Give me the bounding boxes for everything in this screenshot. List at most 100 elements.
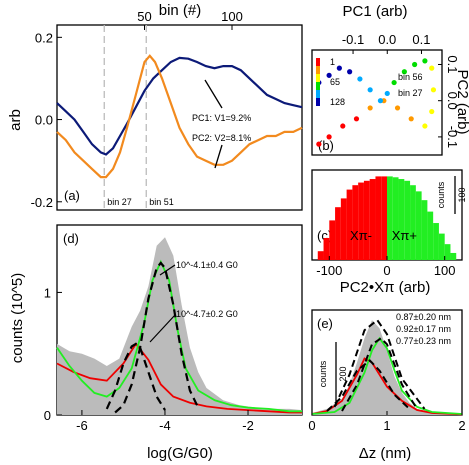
y-tick-label: 0.0 [35,113,53,128]
scatter-point [353,116,360,122]
scatter-point [347,69,353,75]
x-tick-label: 50 [137,9,151,24]
x-tick-label: -100 [316,263,342,278]
series-area-all [312,320,462,415]
y-tick-label: -0.2 [31,195,53,210]
scatter-point [357,76,363,82]
series-line-PC1 [56,56,303,156]
panel-b-frame [311,49,443,156]
panel-d-label: (d) [63,231,79,246]
scatter-point [422,123,428,129]
colorbar-tick: 1 [330,57,335,67]
series-line-green [311,336,463,415]
hist-bar [410,185,416,260]
scale-label: counts [436,181,446,208]
hist-bar [329,220,336,260]
hist-bar [358,182,364,260]
hist-bar [317,251,324,260]
arrow-pc1 [204,79,223,109]
x-tick-label: 2 [458,418,465,433]
scatter-point [340,123,346,129]
hist-bar [433,223,439,260]
series-line-red [56,342,302,414]
scatter-point [430,87,437,93]
hist-bar [369,179,376,260]
arrow-peak1 [159,264,176,276]
annotation-x-plus: Xπ+ [392,228,417,243]
x-tick-label: 100 [434,263,456,278]
colorbar-segment [316,98,320,106]
scale-value: 200 [338,366,348,381]
panel-b-xlabel: PC1 (arb) [342,3,407,20]
hist-bar [375,176,382,260]
panel-b-ylabel: PC2 (arb) [454,69,469,134]
scatter-point [384,90,390,97]
scatter-point [422,58,428,64]
annotation-peak1: 10^-4.1±0.4 G0 [176,260,238,270]
x-tick-label: 1 [383,418,390,433]
scatter-point [367,105,373,111]
panel-e-label: (e) [317,316,333,331]
annotation-pc2: PC2: V2=8.1% [192,133,251,143]
y-tick-label: -0.1 [445,126,460,148]
y-tick-label: 0 [44,408,51,423]
panel-b: PC1 (arb) PC2 (arb) (b) 1 65 128 -0.1 0.0 0.1… [311,3,469,156]
hist-bar [404,180,411,260]
annotation-pc1: PC1: V1=9.2% [192,113,251,123]
colorbar-tick: 65 [330,77,340,87]
hist-bar [346,189,353,260]
series-line-red [311,357,463,416]
y-tick-label: 1 [44,285,51,300]
scatter-point [429,108,435,115]
annotation-fit-red: 0.77±0.23 nm [396,336,451,346]
scatter-point [408,116,414,122]
panel-e: Δz (nm) (e) 0 1 2 counts 200 0.87±0.20 nm 0.92… [308,309,466,462]
series-line-fit-all [333,318,426,410]
hist-bar [415,191,422,260]
hist-bar [438,233,445,260]
scatter-point [336,65,342,71]
panel-a-frame [56,24,303,211]
colorbar-segment [316,66,320,74]
x-tick-label: 0 [308,418,315,433]
panel-d-xlabel: log(G/G0) [147,445,213,462]
y-tick-label: 0.2 [35,30,53,45]
panel-a-ylabel: arb [7,109,24,131]
hist-bar [450,252,457,260]
hist-bar [335,207,341,260]
panel-a-xlabel: bin (#) [159,2,202,19]
colorbar-segment [316,58,320,66]
x-tick-label: -4 [159,418,171,433]
hist-bar [387,176,393,260]
annotation-peak2: 10^-4.7±0.2 G0 [176,309,238,319]
hist-bar [421,200,428,260]
scatter-point [367,87,373,93]
panel-a: bin (#) arb (a) 50 100 0.2 0.0 -0.2 bin 27 bin… [7,2,303,211]
y-tick-label: 0.0 [445,92,460,110]
panel-d-ylabel: counts (10^5) [9,273,26,363]
x-tick-label: 100 [221,9,243,24]
x-tick-label: 0.0 [378,32,396,47]
hist-bar [444,244,451,260]
hist-bar [352,185,359,260]
scatter-point [394,105,401,111]
colorbar-tick: 128 [330,97,345,107]
colorbar-segment [316,82,320,90]
series-line-fit-green [341,337,418,412]
hist-bar [381,176,387,260]
annotation-bin27: bin 27 [107,197,132,207]
hist-bar [427,211,434,260]
scatter-point [377,98,384,104]
y-tick-label: 0.1 [445,55,460,73]
colorbar-segment [316,74,320,82]
annotation-x-minus: Xπ- [350,228,372,243]
x-tick-label: 0 [383,263,390,278]
annotation-bin51: bin 51 [149,197,174,207]
arrow-peak2 [149,314,176,343]
annotation-bin27: bin 27 [398,88,423,98]
scatter-point [326,134,332,140]
scale-value: 100 [457,187,467,202]
panel-c-xlabel: PC2•Xπ (arb) [340,279,431,296]
